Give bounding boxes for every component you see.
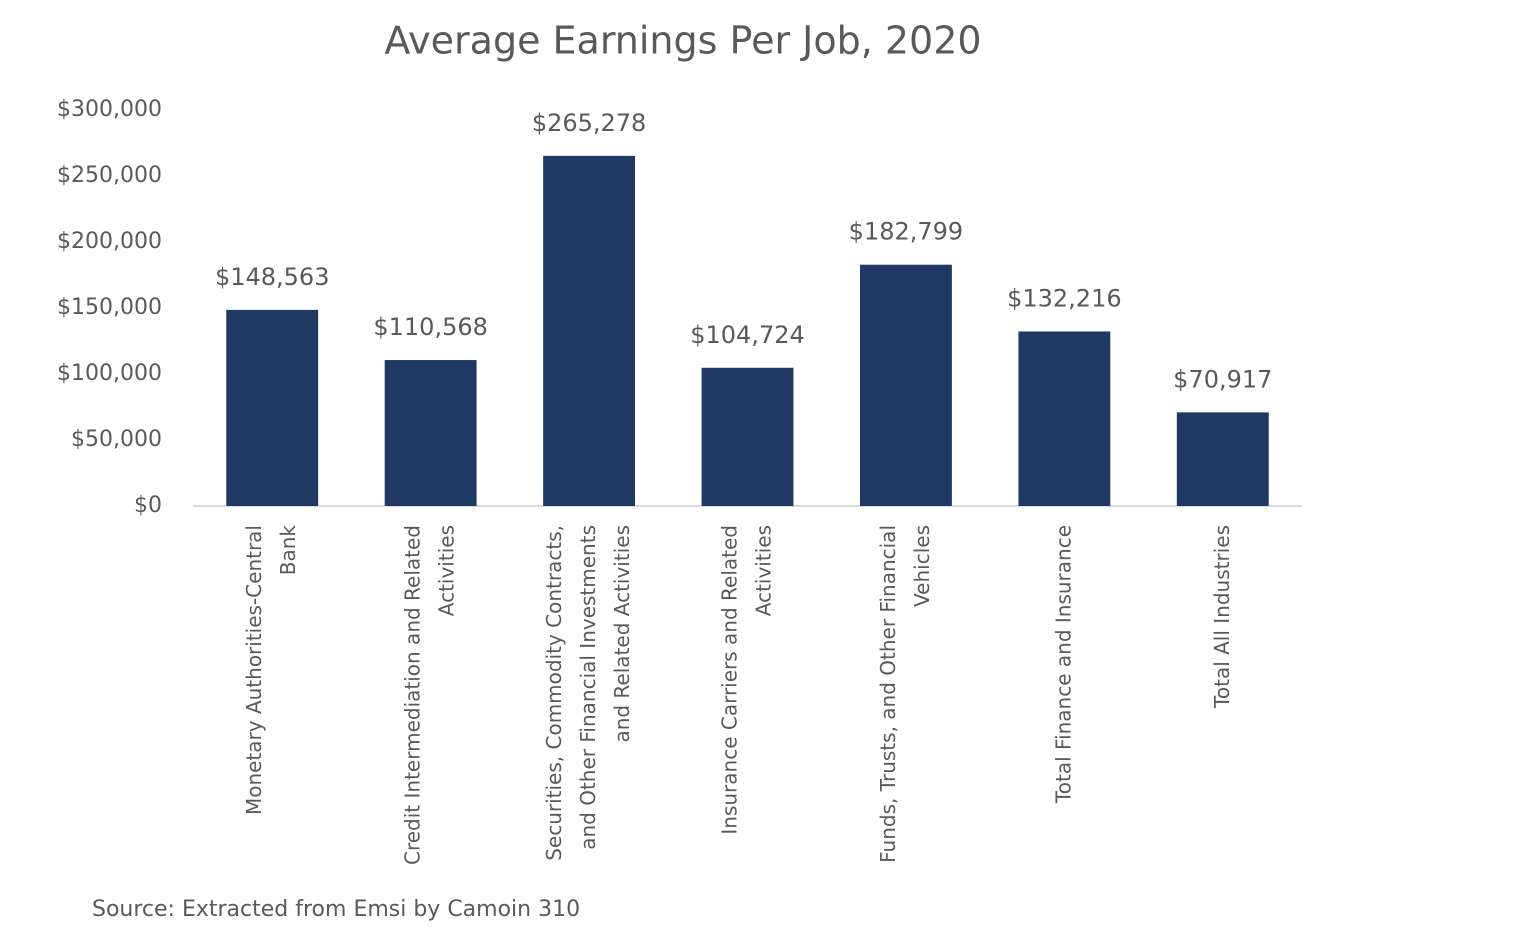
bar [701, 367, 794, 506]
bar [859, 264, 952, 506]
x-tick-label: Securities, Commodity Contracts, and Othe… [542, 525, 634, 861]
data-label: $148,563 [215, 263, 330, 291]
x-tick-label: Total All Industries [1209, 525, 1233, 709]
data-label: $70,917 [1173, 365, 1272, 393]
x-tick-label: Insurance Carriers and Related Activities [717, 525, 775, 835]
y-tick-label: $250,000 [57, 163, 162, 188]
bar [543, 155, 636, 506]
x-tick-label: Monetary Authorities-Central Bank [242, 525, 300, 815]
y-tick-label: $300,000 [57, 97, 162, 122]
data-label: $182,799 [849, 218, 964, 246]
chart-title: Average Earnings Per Job, 2020 [384, 19, 981, 63]
y-tick-label: $200,000 [57, 229, 162, 254]
bar [1176, 412, 1269, 506]
x-tick-label: Total Finance and Insurance [1051, 525, 1075, 804]
bar [226, 309, 319, 506]
data-label: $132,216 [1007, 284, 1122, 312]
x-tick-label: Funds, Trusts, and Other Financial Vehicl… [875, 525, 933, 863]
bar [384, 360, 477, 506]
y-tick-label: $150,000 [57, 295, 162, 320]
data-label: $110,568 [373, 313, 488, 341]
data-label: $265,278 [532, 109, 647, 137]
source-note: Source: Extracted from Emsi by Camoin 31… [92, 897, 580, 922]
y-tick-label: $100,000 [57, 361, 162, 386]
x-tick-label: Credit Intermediation and Related Activit… [400, 525, 458, 865]
bar [1018, 331, 1111, 506]
y-tick-label: $50,000 [71, 427, 162, 452]
y-tick-label: $0 [134, 493, 162, 518]
data-label: $104,724 [690, 321, 805, 349]
